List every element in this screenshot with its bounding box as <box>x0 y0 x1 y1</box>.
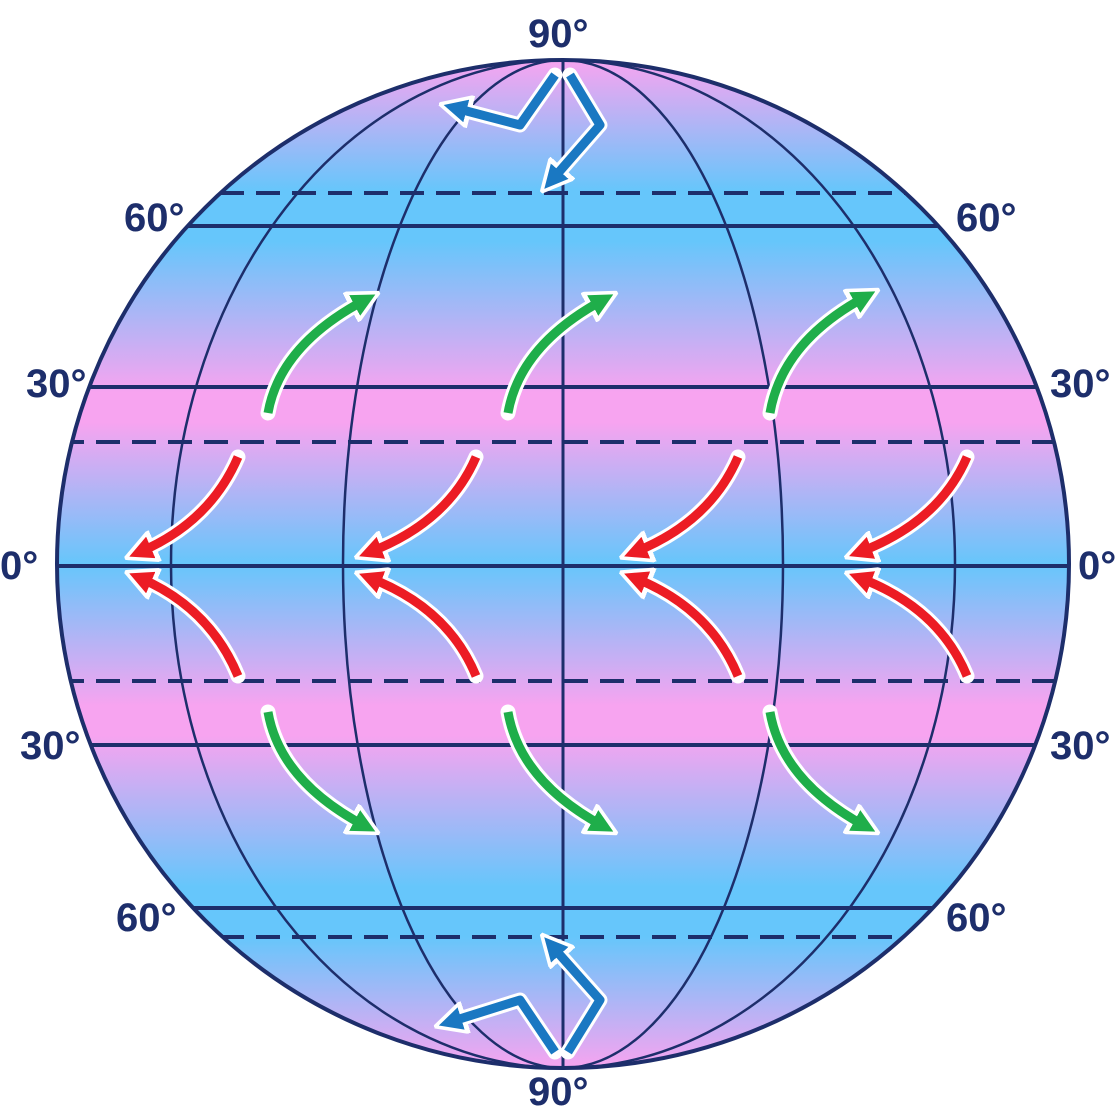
latitude-label-30s-right: 30° <box>1050 724 1111 768</box>
trade-wind-arrow-south-4 <box>849 571 975 684</box>
polar-arrow-north-west <box>443 67 563 133</box>
westerly-arrow-north-3-stroke <box>765 291 876 414</box>
equator-label-left: 0° <box>0 544 39 588</box>
trade-wind-arrow-south-2 <box>359 571 484 684</box>
meridian-inner <box>341 60 785 1068</box>
polar-arrow-north-south-stroke <box>544 72 605 189</box>
trade-wind-arrow-south-4-stroke <box>849 571 972 678</box>
latitude-label-60n-right: 60° <box>956 196 1017 240</box>
wind-arrows <box>129 67 975 1060</box>
trade-wind-arrow-north-1 <box>129 449 246 559</box>
trade-wind-arrow-north-2 <box>359 449 484 559</box>
westerly-arrow-north-2-stroke <box>503 294 614 414</box>
trade-wind-arrow-north-1-stroke <box>129 455 243 559</box>
trade-wind-arrow-south-3 <box>624 571 746 684</box>
westerly-arrow-north-3 <box>762 291 876 421</box>
westerly-arrow-north-1-stroke <box>263 294 376 414</box>
latitude-label-60s-left: 60° <box>116 896 177 940</box>
latitude-label-30s-left: 30° <box>20 724 81 768</box>
westerly-arrow-north-2 <box>500 294 614 421</box>
trade-wind-arrow-north-4 <box>849 449 975 559</box>
latitude-label-60n-left: 60° <box>124 196 185 240</box>
latitude-label-30n-right: 30° <box>1050 362 1111 406</box>
polar-arrow-north-south <box>544 67 608 189</box>
polar-arrow-south-north-stroke <box>544 937 605 1055</box>
westerly-arrow-south-2-stroke <box>503 711 614 832</box>
trade-wind-arrow-north-3 <box>624 449 746 559</box>
latitude-label-30n-left: 30° <box>26 362 87 406</box>
pole-label-south: 90° <box>528 1070 589 1114</box>
polar-arrow-south-west <box>438 992 563 1060</box>
westerly-arrow-south-2 <box>500 704 614 832</box>
westerly-arrow-south-3-stroke <box>765 711 876 832</box>
polar-arrow-north-west-stroke <box>443 72 559 130</box>
westerly-arrow-north-1 <box>260 294 376 421</box>
globe-outline <box>55 58 1071 1070</box>
trade-wind-arrow-north-3-stroke <box>624 455 743 559</box>
grid-lines <box>57 60 1069 1068</box>
trade-wind-arrow-south-3-stroke <box>624 571 743 678</box>
equator-label-right: 0° <box>1078 544 1117 588</box>
latitude-label-60s-right: 60° <box>946 896 1007 940</box>
trade-wind-arrow-south-1-stroke <box>129 571 243 678</box>
westerly-arrow-south-1-stroke <box>263 711 376 832</box>
trade-wind-arrow-north-2-stroke <box>359 455 481 559</box>
meridian-outer <box>169 60 957 1068</box>
pole-label-north: 90° <box>528 12 589 56</box>
westerly-arrow-south-1 <box>260 704 376 832</box>
polar-arrow-south-north <box>544 937 608 1060</box>
trade-wind-arrow-south-1 <box>129 571 246 684</box>
westerly-arrow-south-3 <box>762 704 876 832</box>
trade-wind-arrow-south-2-stroke <box>359 571 481 678</box>
trade-wind-arrow-north-4-stroke <box>849 455 972 559</box>
polar-arrow-south-west-stroke <box>438 995 559 1055</box>
